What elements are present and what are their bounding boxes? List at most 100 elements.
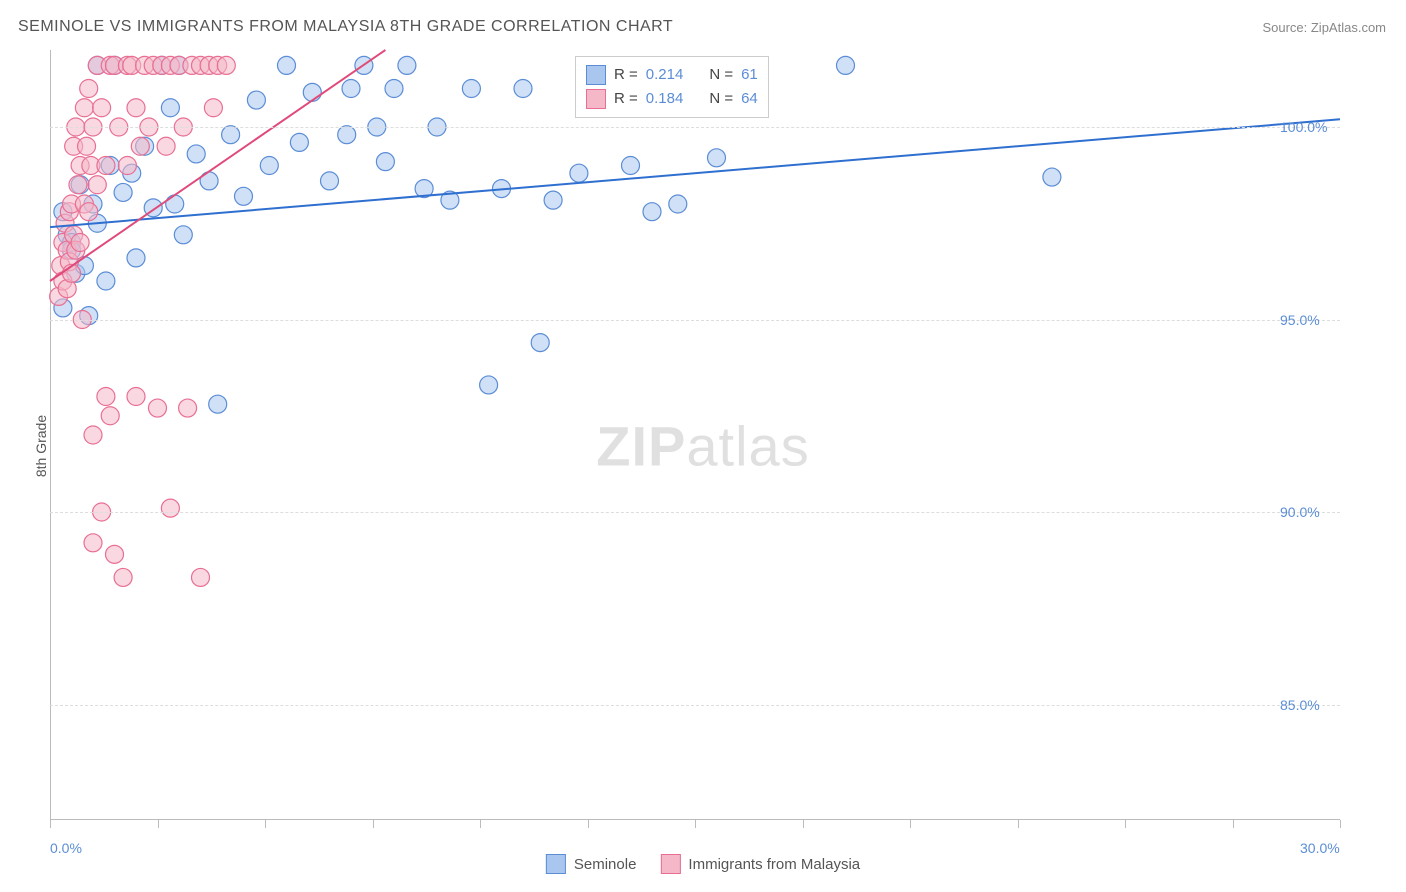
x-tick-mark: [695, 820, 696, 828]
y-axis-label: 8th Grade: [33, 415, 49, 477]
data-point: [131, 137, 149, 155]
gridline: [50, 512, 1340, 513]
data-point: [192, 568, 210, 586]
legend-series-label: Immigrants from Malaysia: [688, 856, 860, 873]
legend-stats-row: R = 0.184 N = 64: [586, 87, 758, 111]
data-point: [480, 376, 498, 394]
data-point: [643, 203, 661, 221]
data-point: [179, 399, 197, 417]
x-tick-mark: [1340, 820, 1341, 828]
data-point: [338, 126, 356, 144]
data-point: [78, 137, 96, 155]
data-point: [71, 234, 89, 252]
data-point: [321, 172, 339, 190]
source-label: Source: ZipAtlas.com: [1262, 20, 1386, 35]
data-point: [161, 99, 179, 117]
data-point: [222, 126, 240, 144]
legend-swatch: [586, 65, 606, 85]
data-point: [97, 272, 115, 290]
data-point: [80, 203, 98, 221]
data-point: [127, 388, 145, 406]
data-point: [1043, 168, 1061, 186]
x-tick-mark: [373, 820, 374, 828]
data-point: [376, 153, 394, 171]
data-point: [84, 534, 102, 552]
data-point: [385, 80, 403, 98]
x-tick-mark: [803, 820, 804, 828]
data-point: [544, 191, 562, 209]
data-point: [127, 99, 145, 117]
data-point: [342, 80, 360, 98]
data-point: [80, 80, 98, 98]
x-tick-mark: [1018, 820, 1019, 828]
data-point: [114, 568, 132, 586]
chart-title: SEMINOLE VS IMMIGRANTS FROM MALAYSIA 8TH…: [18, 18, 673, 36]
data-point: [118, 157, 136, 175]
legend-swatch: [660, 854, 680, 874]
data-point: [514, 80, 532, 98]
data-point: [278, 56, 296, 74]
data-point: [149, 399, 167, 417]
gridline: [50, 705, 1340, 706]
x-tick-label: 0.0%: [50, 840, 82, 856]
data-point: [106, 545, 124, 563]
x-tick-mark: [480, 820, 481, 828]
data-point: [166, 195, 184, 213]
data-point: [157, 137, 175, 155]
legend-swatch: [546, 854, 566, 874]
data-point: [114, 183, 132, 201]
data-point: [708, 149, 726, 167]
legend-series: Seminole Immigrants from Malaysia: [546, 854, 860, 874]
legend-stats: R = 0.214 N = 61R = 0.184 N = 64: [575, 56, 769, 118]
n-label: N =: [709, 87, 733, 111]
r-value: 0.184: [646, 87, 684, 111]
x-tick-label: 30.0%: [1300, 840, 1340, 856]
data-point: [97, 157, 115, 175]
data-point: [622, 157, 640, 175]
y-tick-label: 95.0%: [1280, 312, 1320, 328]
x-tick-mark: [910, 820, 911, 828]
data-point: [88, 176, 106, 194]
data-point: [69, 176, 87, 194]
data-point: [101, 407, 119, 425]
x-tick-mark: [50, 820, 51, 828]
y-tick-label: 100.0%: [1280, 119, 1327, 135]
n-label: N =: [709, 63, 733, 87]
regression-line: [50, 119, 1340, 227]
legend-stats-row: R = 0.214N = 61: [586, 63, 758, 87]
legend-series-item: Seminole: [546, 854, 637, 874]
data-point: [303, 83, 321, 101]
x-tick-mark: [1233, 820, 1234, 828]
x-tick-mark: [158, 820, 159, 828]
data-point: [161, 499, 179, 517]
data-point: [187, 145, 205, 163]
data-point: [204, 99, 222, 117]
n-value: 61: [741, 63, 758, 87]
y-tick-label: 90.0%: [1280, 504, 1320, 520]
data-point: [531, 334, 549, 352]
n-value: 64: [741, 87, 758, 111]
data-point: [247, 91, 265, 109]
data-point: [290, 133, 308, 151]
x-tick-mark: [588, 820, 589, 828]
data-point: [398, 56, 416, 74]
r-label: R =: [614, 87, 638, 111]
legend-series-label: Seminole: [574, 856, 637, 873]
gridline: [50, 127, 1340, 128]
legend-series-item: Immigrants from Malaysia: [660, 854, 860, 874]
data-point: [93, 99, 111, 117]
data-point: [669, 195, 687, 213]
x-tick-mark: [265, 820, 266, 828]
data-point: [127, 249, 145, 267]
y-tick-label: 85.0%: [1280, 697, 1320, 713]
x-tick-mark: [1125, 820, 1126, 828]
data-point: [97, 388, 115, 406]
data-point: [235, 187, 253, 205]
data-point: [174, 226, 192, 244]
data-point: [209, 395, 227, 413]
gridline: [50, 320, 1340, 321]
r-value: 0.214: [646, 63, 684, 87]
data-point: [217, 56, 235, 74]
data-point: [462, 80, 480, 98]
legend-swatch: [586, 89, 606, 109]
